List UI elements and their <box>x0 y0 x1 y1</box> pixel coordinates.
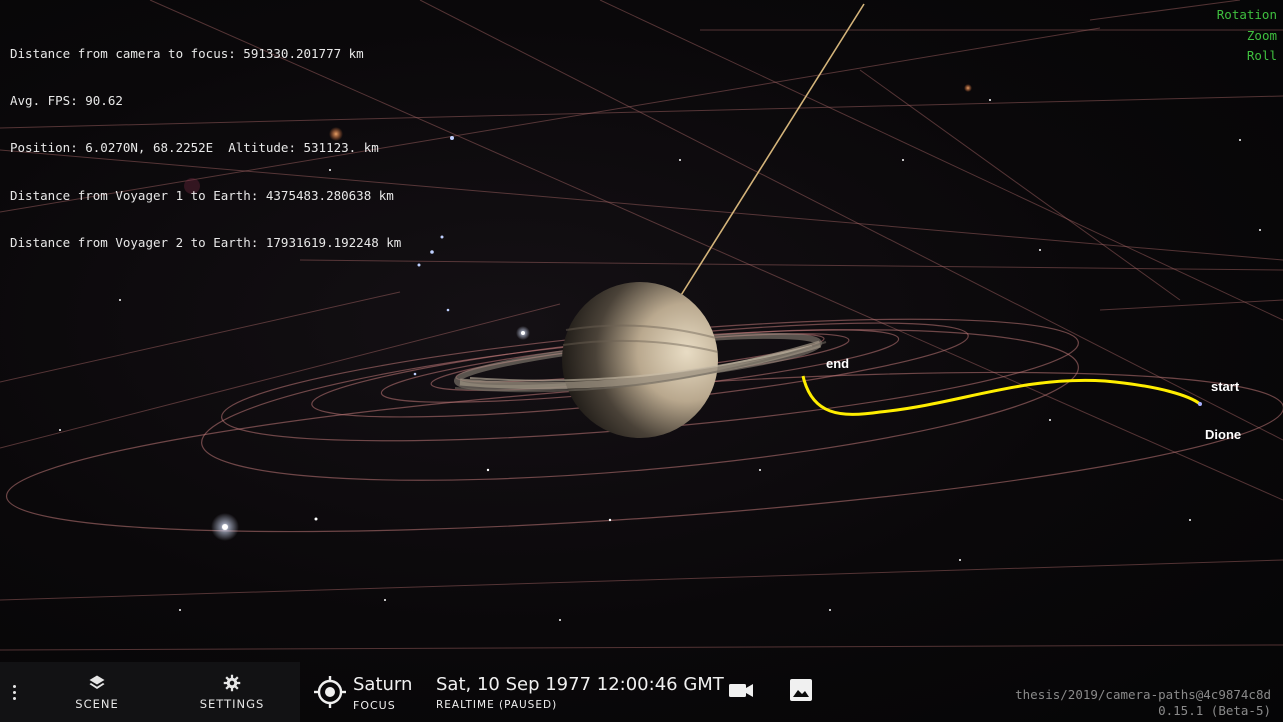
info-voyager1-distance: Distance from Voyager 1 to Earth: 437548… <box>10 187 394 203</box>
focus-label: FOCUS <box>353 699 396 712</box>
dione-label[interactable]: Dione <box>1205 427 1242 442</box>
layers-icon <box>89 675 105 689</box>
path-end-label: end <box>826 356 850 371</box>
saturn-body <box>562 282 718 438</box>
gear-icon <box>223 674 241 692</box>
version-info: thesis/2019/camera-paths@4c9874c8d 0.15.… <box>1015 687 1271 719</box>
settings-button-label: SETTINGS <box>199 697 265 711</box>
info-voyager2-distance: Distance from Voyager 2 to Earth: 179316… <box>10 235 402 251</box>
info-overlay: Distance from camera to focus: 591330.20… <box>10 14 401 267</box>
voyager-trajectory <box>677 3 865 301</box>
vertical-dots-icon[interactable] <box>8 682 22 704</box>
orbit-lines <box>0 0 1283 651</box>
camera-controls-status: Rotation Zoom Roll <box>1217 5 1277 67</box>
left-nav-panel: SCENE SETTINGS <box>0 662 300 722</box>
current-date: Sat, 10 Sep 1977 12:00:46 GMT <box>436 674 724 695</box>
stars <box>59 99 1261 621</box>
dione-marker <box>1198 402 1202 406</box>
camera-path <box>801 375 1201 416</box>
path-start-label: start <box>1211 379 1240 394</box>
time-display[interactable]: Sat, 10 Sep 1977 12:00:46 GMT REALTIME (… <box>436 674 724 711</box>
scene-button-label: SCENE <box>75 697 119 711</box>
roll-indicator: Roll <box>1246 48 1277 63</box>
bottom-bar: SCENE SETTINGS <box>0 662 1283 722</box>
target-icon <box>314 676 346 708</box>
scene-button[interactable]: SCENE <box>52 674 142 714</box>
saturn-rings-front <box>454 340 827 393</box>
zoom-indicator: Zoom <box>1246 27 1277 43</box>
rotation-indicator: Rotation <box>1216 7 1277 22</box>
info-camera-distance: Distance from camera to focus: 591330.20… <box>10 45 364 61</box>
camera-path-button[interactable] <box>727 676 757 706</box>
version-number: 0.15.1 (Beta-5) <box>1158 703 1271 718</box>
focus-name: Saturn <box>353 674 413 695</box>
version-branch: thesis/2019/camera-paths@4c9874c8d <box>1015 687 1271 702</box>
info-fps: Avg. FPS: 90.62 <box>10 92 123 108</box>
video-camera-icon <box>729 684 753 697</box>
image-icon <box>790 679 812 701</box>
settings-button[interactable]: SETTINGS <box>187 674 277 714</box>
time-mode: REALTIME (PAUSED) <box>436 699 558 711</box>
info-position: Position: 6.0270N, 68.2252E Altitude: 53… <box>10 140 379 156</box>
screenshot-button[interactable] <box>787 676 817 706</box>
